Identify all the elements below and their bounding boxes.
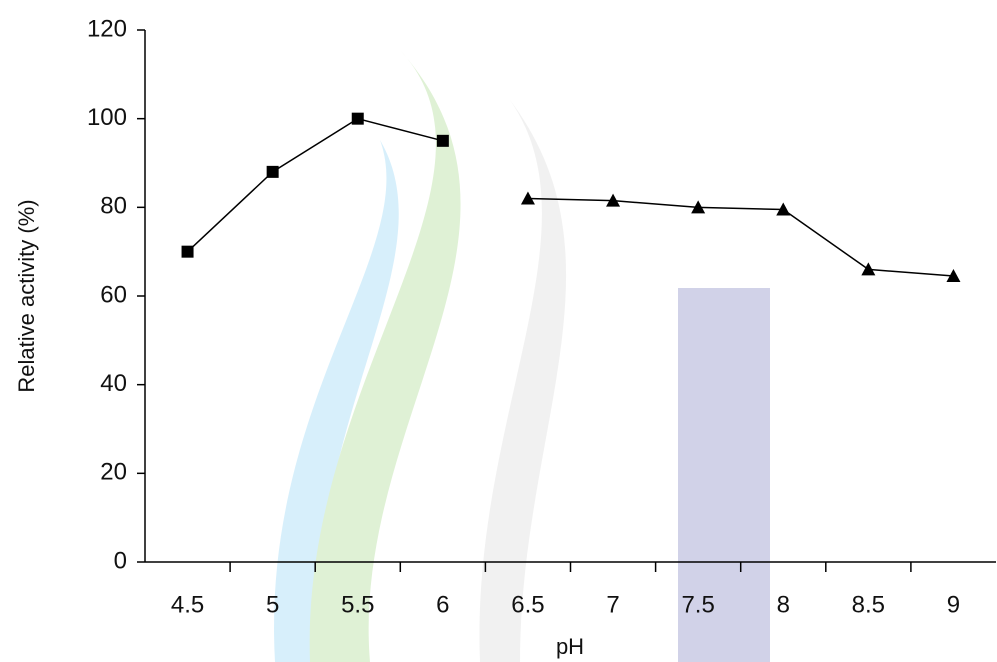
series-line [187,117,444,253]
y-tick-label: 0 [114,547,127,574]
marker [776,202,791,216]
watermark [274,50,770,662]
series-line [527,197,954,277]
y-tick-label: 100 [87,104,127,131]
marker [861,262,876,276]
y-tick-label: 20 [100,459,127,486]
x-axis-label: pH [556,634,584,659]
marker [266,165,279,178]
x-tick-label: 7.5 [681,591,714,618]
x-tick-label: 6.5 [511,591,544,618]
x-tick-label: 4.5 [171,591,204,618]
marker [520,191,535,205]
x-tick-label: 7 [606,591,619,618]
x-tick-label: 5 [266,591,279,618]
y-tick-label: 60 [100,281,127,308]
marker [351,112,364,125]
y-tick-label: 80 [100,193,127,220]
x-tick-label: 9 [947,591,960,618]
marker [946,269,961,283]
x-tick-label: 8.5 [852,591,885,618]
x-tick-label: 5.5 [341,591,374,618]
marker [436,134,449,147]
x-tick-label: 6 [436,591,449,618]
y-tick-label: 40 [100,370,127,397]
y-axis-label: Relative activity (%) [14,199,39,392]
x-tick-label: 8 [777,591,790,618]
marker [606,193,621,207]
y-tick-label: 120 [87,15,127,42]
marker [181,245,194,258]
marker [691,200,706,214]
